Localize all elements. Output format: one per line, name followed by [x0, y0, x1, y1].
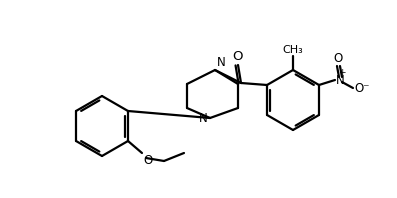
Text: N: N	[199, 111, 208, 125]
Text: N: N	[217, 56, 226, 69]
Text: O⁻: O⁻	[354, 82, 370, 94]
Text: +: +	[338, 68, 345, 77]
Text: O: O	[143, 154, 152, 167]
Text: N: N	[336, 73, 345, 87]
Text: O: O	[333, 52, 343, 65]
Text: O: O	[232, 50, 242, 63]
Text: CH₃: CH₃	[283, 45, 303, 55]
